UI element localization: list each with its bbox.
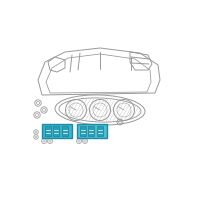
FancyBboxPatch shape <box>45 126 51 136</box>
FancyBboxPatch shape <box>53 126 59 136</box>
FancyBboxPatch shape <box>97 126 103 136</box>
FancyBboxPatch shape <box>88 126 94 136</box>
FancyBboxPatch shape <box>42 124 72 138</box>
FancyBboxPatch shape <box>80 126 86 136</box>
FancyBboxPatch shape <box>62 126 68 136</box>
FancyBboxPatch shape <box>77 124 107 138</box>
